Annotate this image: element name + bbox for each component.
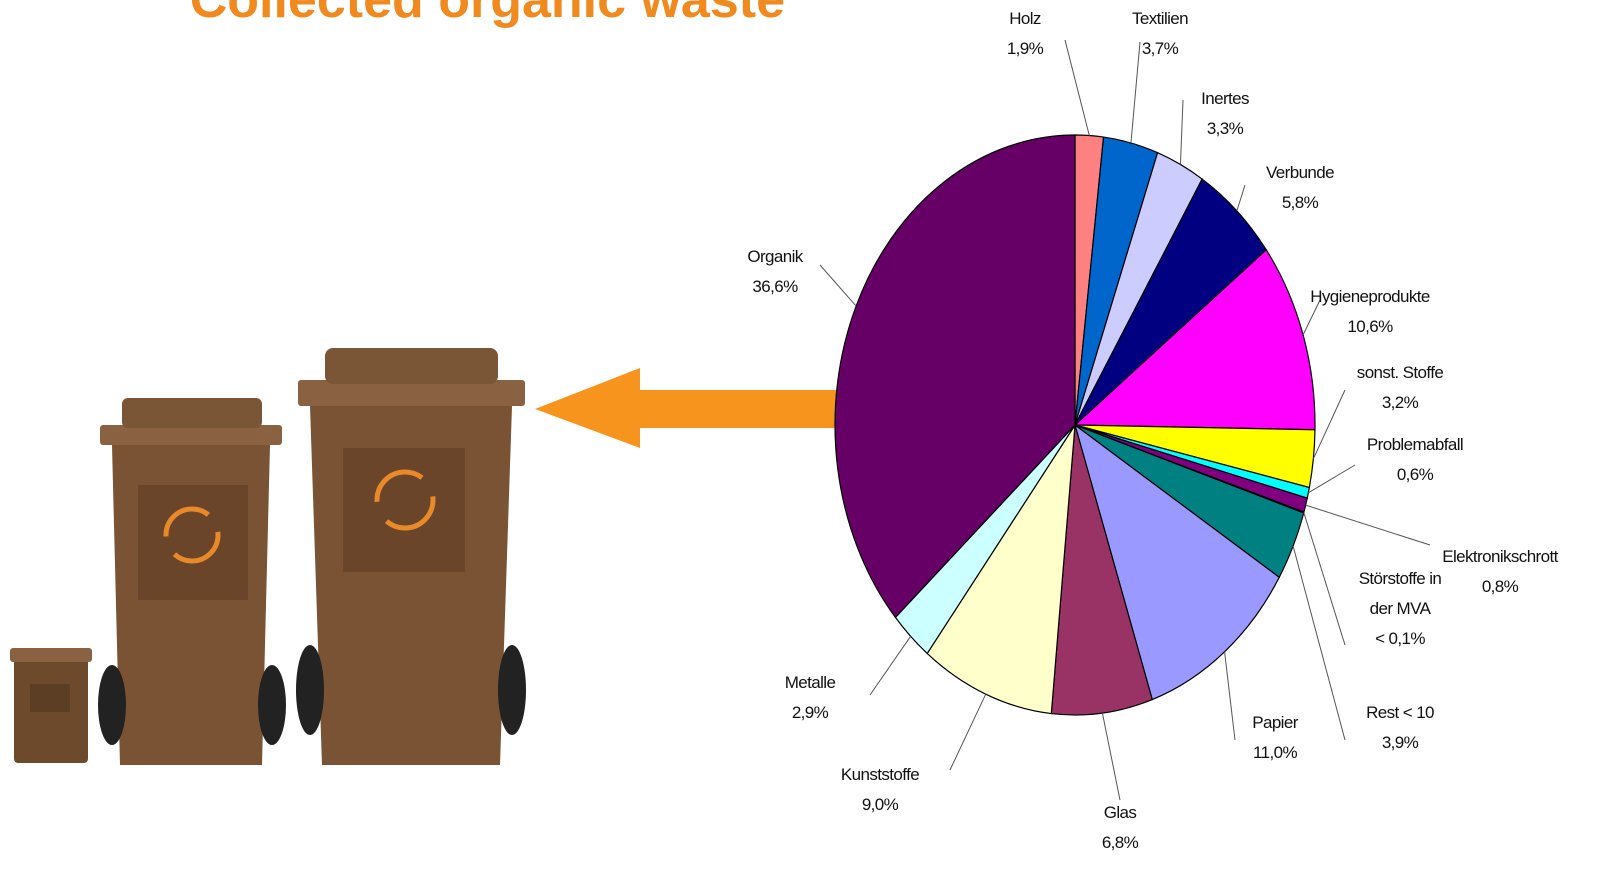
slice-value: 3,2%: [1357, 388, 1443, 418]
slice-label: Störstoffe in der MVA< 0,1%: [1350, 564, 1450, 654]
leader-line: [1306, 505, 1430, 545]
slice-name: Inertes: [1201, 84, 1249, 114]
slice-name: Papier: [1252, 708, 1298, 738]
slice-name: Verbunde: [1266, 158, 1334, 188]
slice-value: 3,9%: [1366, 728, 1434, 758]
chart: [0, 0, 1598, 870]
slice-name: Metalle: [785, 668, 836, 698]
slice-value: < 0,1%: [1350, 624, 1450, 654]
slide: Collected organic waste Holz1,9% Textilie…: [0, 0, 1598, 870]
slice-value: 36,6%: [747, 272, 802, 302]
slice-name: Organik: [747, 242, 802, 272]
slice-name: Elektronikschrott: [1442, 542, 1557, 572]
leader-line: [1293, 546, 1345, 740]
leader-line: [950, 694, 986, 770]
leader-line: [1180, 100, 1183, 164]
slice-value: 10,6%: [1310, 312, 1430, 342]
slice-name: Glas: [1102, 798, 1138, 828]
leader-line: [1313, 390, 1345, 459]
leader-line: [870, 636, 911, 695]
leader-line: [820, 265, 856, 306]
slice-name: Holz: [1007, 4, 1043, 34]
title: Collected organic waste: [190, 0, 785, 30]
leader-line: [1304, 513, 1345, 645]
slice-name: Textilien: [1132, 4, 1188, 34]
slice-value: 9,0%: [841, 790, 919, 820]
leader-line: [1225, 652, 1235, 740]
bins-illustration: [10, 348, 526, 765]
slice-value: 3,3%: [1201, 114, 1249, 144]
slice-value: 3,7%: [1132, 34, 1188, 64]
slice-value: 6,8%: [1102, 828, 1138, 858]
slice-name: Störstoffe in der MVA: [1350, 564, 1450, 624]
slice-name: Hygieneprodukte: [1310, 282, 1430, 312]
leader-line: [1308, 465, 1355, 493]
slice-name: Kunststoffe: [841, 760, 919, 790]
slice-value: 0,8%: [1442, 572, 1557, 602]
leader-line: [1237, 185, 1245, 211]
slice-value: 1,9%: [1007, 34, 1043, 64]
leader-line: [1102, 713, 1120, 800]
slice-value: 2,9%: [785, 698, 836, 728]
slice-value: 5,8%: [1266, 188, 1334, 218]
slice-name: sonst. Stoffe: [1357, 358, 1443, 388]
leader-line: [1065, 40, 1089, 136]
slice-name: Problemabfall: [1367, 430, 1463, 460]
slice-value: 0,6%: [1367, 460, 1463, 490]
slice-value: 11,0%: [1252, 738, 1298, 768]
slice-name: Rest < 10: [1366, 698, 1434, 728]
